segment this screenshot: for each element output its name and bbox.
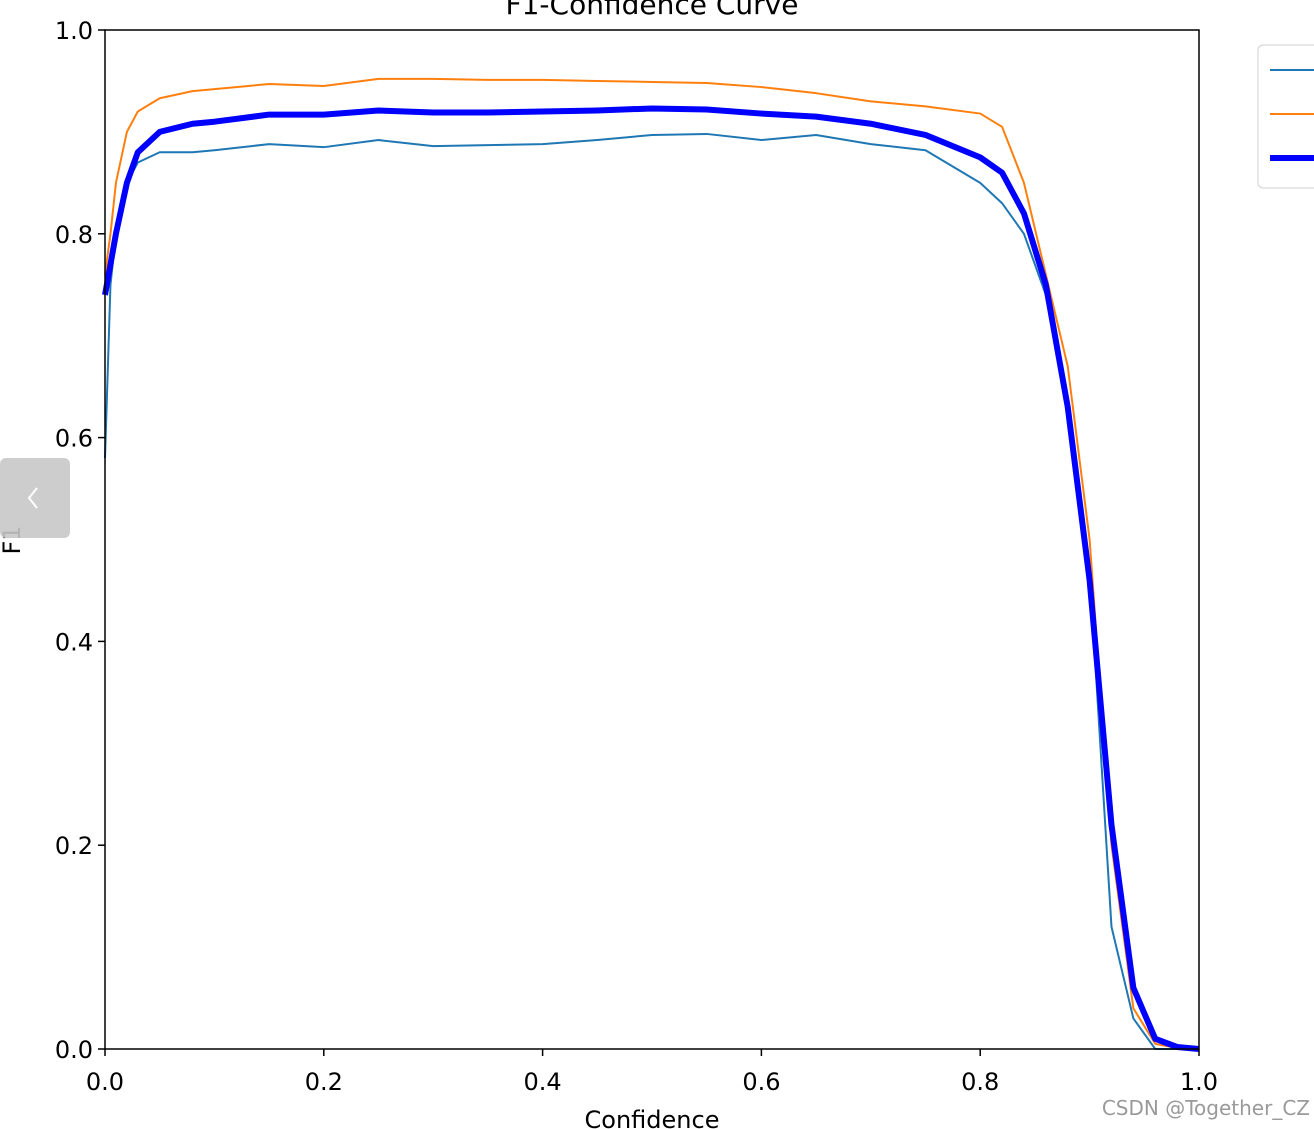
x-tick-label: 0.6 bbox=[742, 1068, 780, 1096]
x-tick-label: 1.0 bbox=[1180, 1068, 1218, 1096]
y-tick-label: 0.6 bbox=[55, 425, 93, 453]
x-tick-label: 0.4 bbox=[524, 1068, 562, 1096]
x-tick-label: 0.2 bbox=[305, 1068, 343, 1096]
chart-title: F1-Confidence Curve bbox=[506, 0, 799, 21]
nav-chevron[interactable] bbox=[27, 487, 38, 509]
y-tick-label: 1.0 bbox=[55, 17, 93, 45]
watermark: CSDN @Together_CZ bbox=[1102, 1096, 1310, 1120]
x-tick-label: 0.0 bbox=[86, 1068, 124, 1096]
axes-frame bbox=[104, 29, 1200, 1050]
series-line bbox=[104, 77, 1200, 1050]
series-line bbox=[104, 132, 1199, 1050]
legend-box bbox=[1257, 44, 1314, 189]
plot-area bbox=[102, 77, 1200, 1052]
x-tick-label: 0.8 bbox=[961, 1068, 999, 1096]
y-tick-label: 0.4 bbox=[55, 628, 93, 656]
x-axis-label: Confidence bbox=[585, 1106, 720, 1129]
y-tick-label: 0.2 bbox=[55, 832, 93, 860]
y-tick-label: 0.8 bbox=[55, 221, 93, 249]
y-tick-label: 0.0 bbox=[55, 1036, 93, 1064]
nav-button-bg[interactable] bbox=[0, 458, 70, 538]
series-line bbox=[102, 105, 1200, 1052]
nav-button[interactable] bbox=[0, 458, 70, 538]
